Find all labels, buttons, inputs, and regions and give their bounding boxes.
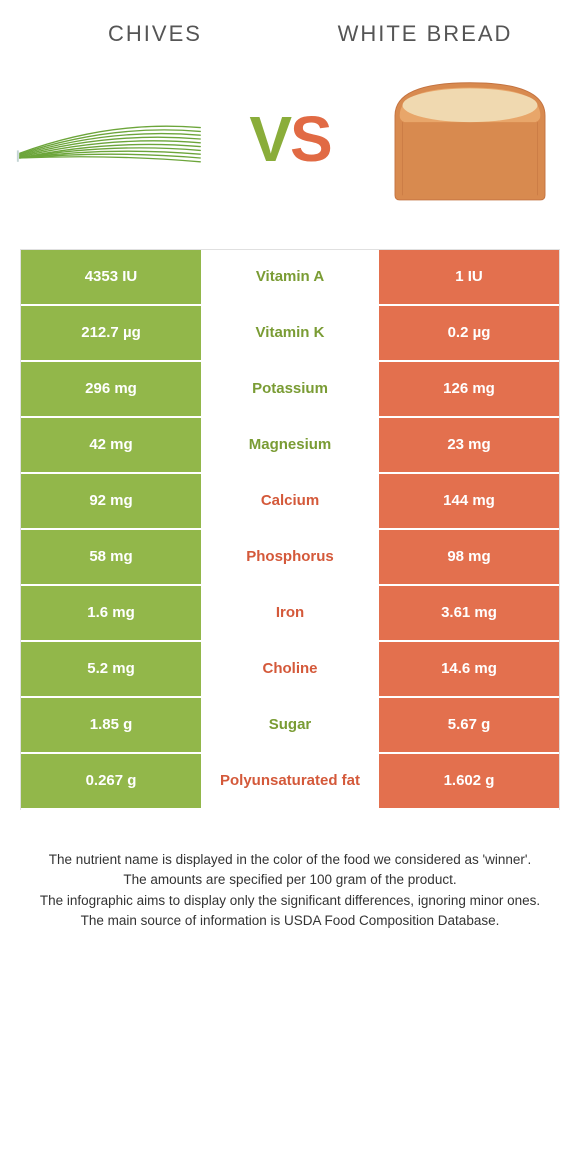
- table-row: 212.7 µgVitamin K0.2 µg: [21, 306, 559, 362]
- nutrient-name: Sugar: [201, 698, 379, 752]
- nutrient-name: Vitamin A: [201, 250, 379, 304]
- right-value: 23 mg: [379, 418, 559, 472]
- nutrient-name: Choline: [201, 642, 379, 696]
- bread-icon: [375, 64, 565, 214]
- left-food-title: Chives: [34, 20, 277, 49]
- table-row: 42 mgMagnesium23 mg: [21, 418, 559, 474]
- table-row: 0.267 gPolyunsaturated fat1.602 g: [21, 754, 559, 810]
- left-value: 296 mg: [21, 362, 201, 416]
- right-value: 144 mg: [379, 474, 559, 528]
- left-value: 1.6 mg: [21, 586, 201, 640]
- nutrient-name: Vitamin K: [201, 306, 379, 360]
- infographic-container: Chives White Bread: [0, 0, 580, 931]
- table-row: 1.85 gSugar5.67 g: [21, 698, 559, 754]
- right-value: 5.67 g: [379, 698, 559, 752]
- right-food-title: White Bread: [304, 20, 547, 49]
- nutrient-name: Iron: [201, 586, 379, 640]
- vs-row: VS: [0, 59, 580, 249]
- footnote-line: The nutrient name is displayed in the co…: [30, 850, 550, 870]
- left-value: 212.7 µg: [21, 306, 201, 360]
- nutrient-name: Polyunsaturated fat: [201, 754, 379, 808]
- left-value: 42 mg: [21, 418, 201, 472]
- left-value: 4353 IU: [21, 250, 201, 304]
- vs-label: VS: [249, 102, 330, 176]
- table-row: 5.2 mgCholine14.6 mg: [21, 642, 559, 698]
- table-row: 296 mgPotassium126 mg: [21, 362, 559, 418]
- footnote-line: The main source of information is USDA F…: [30, 911, 550, 931]
- left-value: 5.2 mg: [21, 642, 201, 696]
- comparison-table: 4353 IUVitamin A1 IU212.7 µgVitamin K0.2…: [20, 249, 560, 810]
- table-row: 92 mgCalcium144 mg: [21, 474, 559, 530]
- chives-image: [10, 59, 210, 219]
- nutrient-name: Magnesium: [201, 418, 379, 472]
- left-value: 0.267 g: [21, 754, 201, 808]
- nutrient-name: Potassium: [201, 362, 379, 416]
- bread-image: [370, 59, 570, 219]
- right-value: 0.2 µg: [379, 306, 559, 360]
- left-value: 58 mg: [21, 530, 201, 584]
- left-value: 1.85 g: [21, 698, 201, 752]
- nutrient-name: Calcium: [201, 474, 379, 528]
- vs-s: S: [290, 103, 331, 175]
- right-value: 14.6 mg: [379, 642, 559, 696]
- chives-icon: [15, 109, 205, 169]
- right-value: 1 IU: [379, 250, 559, 304]
- right-value: 1.602 g: [379, 754, 559, 808]
- footnote-line: The amounts are specified per 100 gram o…: [30, 870, 550, 890]
- right-value: 98 mg: [379, 530, 559, 584]
- nutrient-name: Phosphorus: [201, 530, 379, 584]
- titles-row: Chives White Bread: [0, 20, 580, 59]
- table-row: 1.6 mgIron3.61 mg: [21, 586, 559, 642]
- right-value: 126 mg: [379, 362, 559, 416]
- footnotes: The nutrient name is displayed in the co…: [30, 850, 550, 931]
- table-row: 58 mgPhosphorus98 mg: [21, 530, 559, 586]
- table-row: 4353 IUVitamin A1 IU: [21, 250, 559, 306]
- right-value: 3.61 mg: [379, 586, 559, 640]
- left-value: 92 mg: [21, 474, 201, 528]
- vs-v: V: [249, 103, 290, 175]
- footnote-line: The infographic aims to display only the…: [30, 891, 550, 911]
